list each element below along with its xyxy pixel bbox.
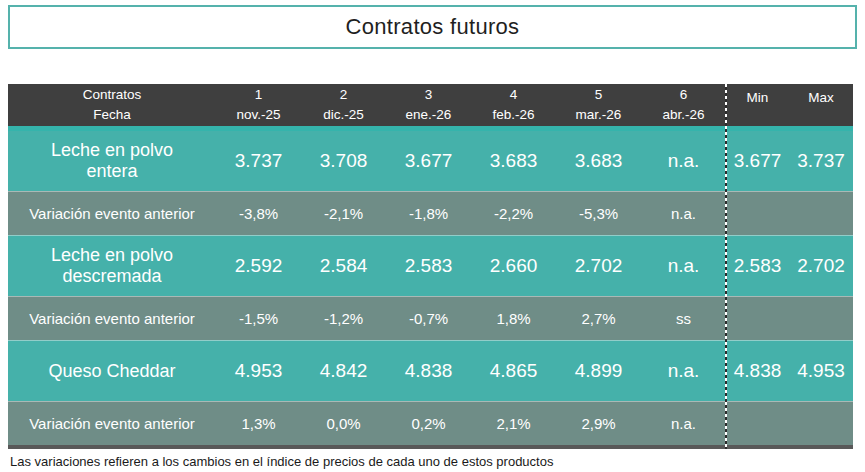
max-column-header: Max [789, 84, 853, 126]
minmax-divider [725, 84, 727, 449]
contract-value: -1,5% [216, 297, 301, 340]
contract-number: 2 [340, 85, 348, 105]
contract-value: 3.683 [471, 131, 556, 191]
max-label: Max [808, 88, 834, 108]
contract-header-3: 3 ene.-26 [386, 84, 471, 126]
contract-number: 5 [595, 85, 603, 105]
page: Contratos futuros Contratos Fecha 1 nov.… [0, 0, 865, 472]
contract-value: 4.953 [216, 341, 301, 401]
contract-value: -1,2% [301, 297, 386, 340]
row-label: Variación evento anterior [8, 297, 216, 340]
contract-date: dic.-25 [323, 105, 364, 125]
contract-value: 2,7% [556, 297, 641, 340]
contract-value: 2.592 [216, 236, 301, 296]
contract-value: ss [641, 297, 726, 340]
contract-value: n.a. [641, 341, 726, 401]
contract-value: -5,3% [556, 192, 641, 235]
contract-number: 4 [510, 85, 518, 105]
max-value: 4.953 [789, 341, 853, 401]
contract-header-1: 1 nov.-25 [216, 84, 301, 126]
contract-header-6: 6 abr.-26 [641, 84, 726, 126]
max-value [789, 402, 853, 445]
futures-table: Contratos Fecha 1 nov.-25 2 dic.-25 3 en… [8, 84, 853, 449]
min-value [726, 297, 789, 340]
contract-date: abr.-26 [662, 105, 704, 125]
corner-header-line2: Fecha [93, 105, 131, 125]
max-value: 2.702 [789, 236, 853, 296]
row-label: Leche en polvo entera [8, 131, 216, 191]
contract-value: 3.677 [386, 131, 471, 191]
contract-value: 4.842 [301, 341, 386, 401]
contract-value: n.a. [641, 402, 726, 445]
footnote: Las variaciones refieren a los cambios e… [8, 454, 857, 469]
chart-title-box: Contratos futuros [8, 5, 857, 49]
contract-value: 1,3% [216, 402, 301, 445]
min-value: 2.583 [726, 236, 789, 296]
contract-value: 2.583 [386, 236, 471, 296]
contract-value: 1,8% [471, 297, 556, 340]
contract-value: 2,1% [471, 402, 556, 445]
contract-number: 3 [425, 85, 433, 105]
contract-value: n.a. [641, 131, 726, 191]
corner-header-line1: Contratos [83, 85, 142, 105]
row-label: Variación evento anterior [8, 192, 216, 235]
contract-value: 3.737 [216, 131, 301, 191]
contract-value: n.a. [641, 192, 726, 235]
contract-number: 1 [255, 85, 263, 105]
contract-header-4: 4 feb.-26 [471, 84, 556, 126]
contract-value: 4.899 [556, 341, 641, 401]
min-value: 4.838 [726, 341, 789, 401]
contract-header-5: 5 mar.-26 [556, 84, 641, 126]
corner-header-cell: Contratos Fecha [8, 84, 216, 126]
contract-date: mar.-26 [576, 105, 622, 125]
chart-title: Contratos futuros [346, 14, 520, 40]
contract-value: 0,2% [386, 402, 471, 445]
contract-value: 3.683 [556, 131, 641, 191]
min-value [726, 402, 789, 445]
contract-value: -0,7% [386, 297, 471, 340]
min-label: Min [747, 88, 769, 108]
contract-value: -3,8% [216, 192, 301, 235]
max-value: 3.737 [789, 131, 853, 191]
row-label: Queso Cheddar [8, 341, 216, 401]
contract-number: 6 [680, 85, 688, 105]
min-value: 3.677 [726, 131, 789, 191]
min-column-header: Min [726, 84, 789, 126]
contract-value: 2.660 [471, 236, 556, 296]
contract-value: 4.838 [386, 341, 471, 401]
contract-value: -2,1% [301, 192, 386, 235]
contract-value: n.a. [641, 236, 726, 296]
min-value [726, 192, 789, 235]
max-value [789, 192, 853, 235]
row-label: Leche en polvo descremada [8, 236, 216, 296]
contract-date: feb.-26 [492, 105, 534, 125]
contract-date: ene.-26 [406, 105, 452, 125]
contract-value: 2,9% [556, 402, 641, 445]
contract-value: 0,0% [301, 402, 386, 445]
contract-value: 3.708 [301, 131, 386, 191]
contract-value: -1,8% [386, 192, 471, 235]
contract-value: 4.865 [471, 341, 556, 401]
contract-value: 2.702 [556, 236, 641, 296]
contract-date: nov.-25 [236, 105, 280, 125]
max-value [789, 297, 853, 340]
contract-value: -2,2% [471, 192, 556, 235]
row-label: Variación evento anterior [8, 402, 216, 445]
contract-header-2: 2 dic.-25 [301, 84, 386, 126]
contract-value: 2.584 [301, 236, 386, 296]
